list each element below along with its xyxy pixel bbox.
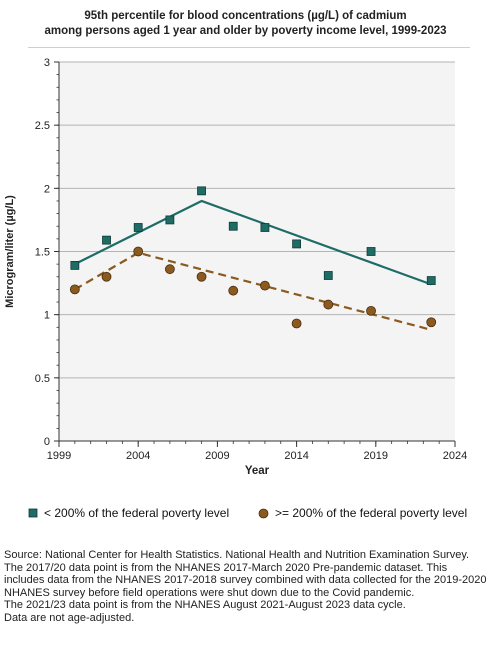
source-notes: Source: National Center for Health Stati… xyxy=(4,549,488,625)
chart-subtitle: among persons aged 1 year and older by p… xyxy=(44,25,447,37)
x-axis-title: Year xyxy=(245,465,270,477)
legend-item-above-200[interactable]: >= 200% of the federal poverty level xyxy=(258,506,467,520)
data-point-above-200[interactable] xyxy=(228,285,239,296)
y-tick-label: 2 xyxy=(44,183,50,195)
chart-area: 0 0.5 1 1.5 2 2.5 3 1999 2004 2009 2014 2019 2024 Yea… xyxy=(4,57,467,477)
y-tick-label: 0 xyxy=(44,436,50,448)
note-age-adjusted: Data are not age-adjusted. xyxy=(4,611,135,624)
chart-title-line1: 95th percentile for blood concentrations… xyxy=(84,10,407,22)
data-point-above-200[interactable] xyxy=(69,284,80,295)
data-point-below-200[interactable] xyxy=(133,223,143,232)
x-tick-label: 2009 xyxy=(205,450,229,462)
trend-line-above-200 xyxy=(74,251,432,331)
legend-circle-marker xyxy=(258,508,269,518)
x-tick-label: 2004 xyxy=(126,450,150,462)
data-point-below-200[interactable] xyxy=(260,223,270,232)
y-tick-label: 1.5 xyxy=(35,247,50,259)
data-point-below-200[interactable] xyxy=(366,247,376,256)
y-tick-label: 2.5 xyxy=(35,120,50,132)
data-point-below-200[interactable] xyxy=(228,221,238,231)
x-tick-label: 2014 xyxy=(284,450,308,462)
data-point-above-200[interactable] xyxy=(291,318,302,329)
data-point-above-200[interactable] xyxy=(101,271,112,282)
legend-square-marker xyxy=(28,508,38,518)
y-tick-label: 0.5 xyxy=(35,373,50,385)
data-point-above-200[interactable] xyxy=(196,271,207,282)
note-2017-20: The 2017/20 data point is from the NHANE… xyxy=(4,561,487,599)
legend-label-above-200: >= 200% of the federal poverty level xyxy=(275,506,468,520)
data-point-below-200[interactable] xyxy=(197,186,206,196)
chart-title: 95th percentile for blood concentrations… xyxy=(0,9,491,39)
data-point-above-200[interactable] xyxy=(133,246,144,257)
data-point-below-200[interactable] xyxy=(165,215,175,225)
legend-label-below-200: < 200% of the federal poverty level xyxy=(44,506,230,520)
title-divider xyxy=(28,47,470,48)
data-point-below-200[interactable] xyxy=(70,260,80,270)
legend-item-below-200[interactable]: < 200% of the federal poverty level xyxy=(28,506,229,520)
data-point-below-200[interactable] xyxy=(323,271,333,280)
x-tick-label: 2024 xyxy=(443,450,467,462)
data-point-above-200[interactable] xyxy=(260,280,270,291)
data-point-below-200[interactable] xyxy=(102,235,111,245)
y-tick-label: 3 xyxy=(44,57,50,69)
data-point-below-200[interactable] xyxy=(292,239,302,249)
trend-line-below-200 xyxy=(74,199,432,286)
note-source: Source: National Center for Health Stati… xyxy=(4,549,470,561)
data-point-above-200[interactable] xyxy=(164,264,175,275)
data-point-above-200[interactable] xyxy=(366,305,376,316)
data-point-above-200[interactable] xyxy=(426,317,437,328)
x-tick-label: 2019 xyxy=(364,450,388,462)
y-tick-label: 1 xyxy=(44,310,50,322)
x-tick-label: 1999 xyxy=(47,450,71,462)
note-2021-23: The 2021/23 data point is from the NHANE… xyxy=(4,599,406,612)
data-point-below-200[interactable] xyxy=(426,276,436,285)
y-axis-title: Microgram/liter (µg/L) xyxy=(4,195,16,308)
data-point-above-200[interactable] xyxy=(323,299,334,310)
